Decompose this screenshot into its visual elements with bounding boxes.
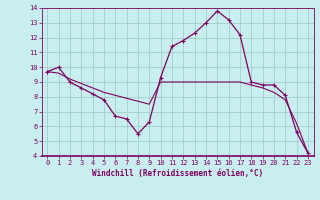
X-axis label: Windchill (Refroidissement éolien,°C): Windchill (Refroidissement éolien,°C) <box>92 169 263 178</box>
